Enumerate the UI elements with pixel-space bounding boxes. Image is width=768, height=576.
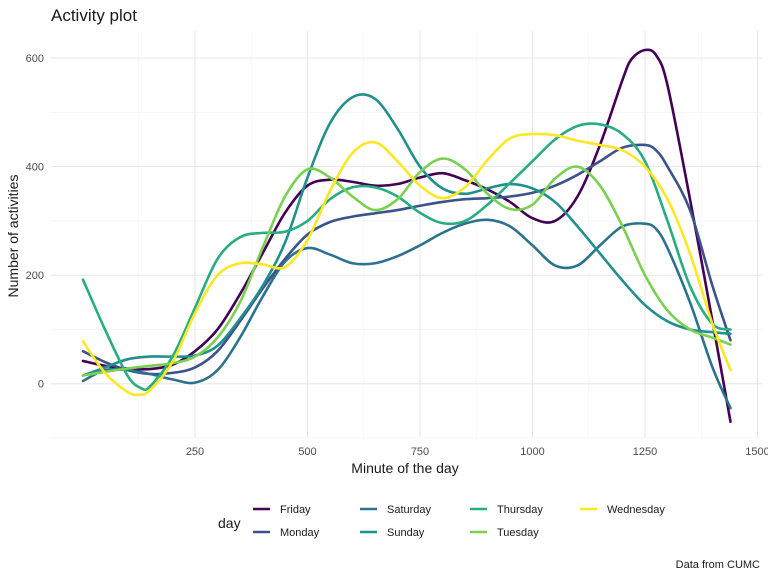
legend-label-monday: Monday: [280, 527, 320, 539]
tick-labels: 250 500 750 1000 1250 1500 0 200 400 600: [26, 53, 768, 458]
y-tick-label: 400: [26, 162, 44, 174]
series-line-tuesday: [81, 157, 732, 377]
series-line-wednesday: [81, 132, 732, 397]
grid: [51, 31, 762, 439]
x-tick-label: 250: [186, 446, 204, 458]
x-tick-label: 750: [411, 446, 429, 458]
legend-label-sunday: Sunday: [387, 527, 425, 539]
series-line-sunday: [81, 93, 732, 377]
x-axis-title: Minute of the day: [351, 460, 458, 476]
x-tick-label: 1500: [745, 446, 768, 458]
chart-title: Activity plot: [51, 6, 137, 25]
series-line-thursday: [81, 122, 732, 392]
chart-caption: Data from CUMC: [676, 559, 760, 571]
y-tick-label: 600: [26, 53, 44, 65]
series-line-monday: [81, 143, 732, 376]
series-line-saturday: [81, 218, 732, 410]
legend-label-saturday: Saturday: [387, 504, 432, 516]
legend-label-tuesday: Tuesday: [497, 527, 539, 539]
series-lines: [81, 48, 732, 424]
legend-title: day: [218, 515, 241, 531]
legend-label-wednesday: Wednesday: [607, 504, 665, 516]
series-line-friday: [81, 48, 732, 424]
x-tick-label: 1250: [633, 446, 657, 458]
y-tick-label: 200: [26, 270, 44, 282]
legend: Friday Monday Saturday Sunday Thursday Tuesda…: [253, 504, 665, 539]
x-tick-label: 500: [298, 446, 316, 458]
legend-label-thursday: Thursday: [497, 504, 543, 516]
y-axis-title: Number of activities: [5, 175, 21, 298]
legend-label-friday: Friday: [280, 504, 311, 516]
x-tick-label: 1000: [520, 446, 544, 458]
y-tick-label: 0: [38, 379, 44, 391]
